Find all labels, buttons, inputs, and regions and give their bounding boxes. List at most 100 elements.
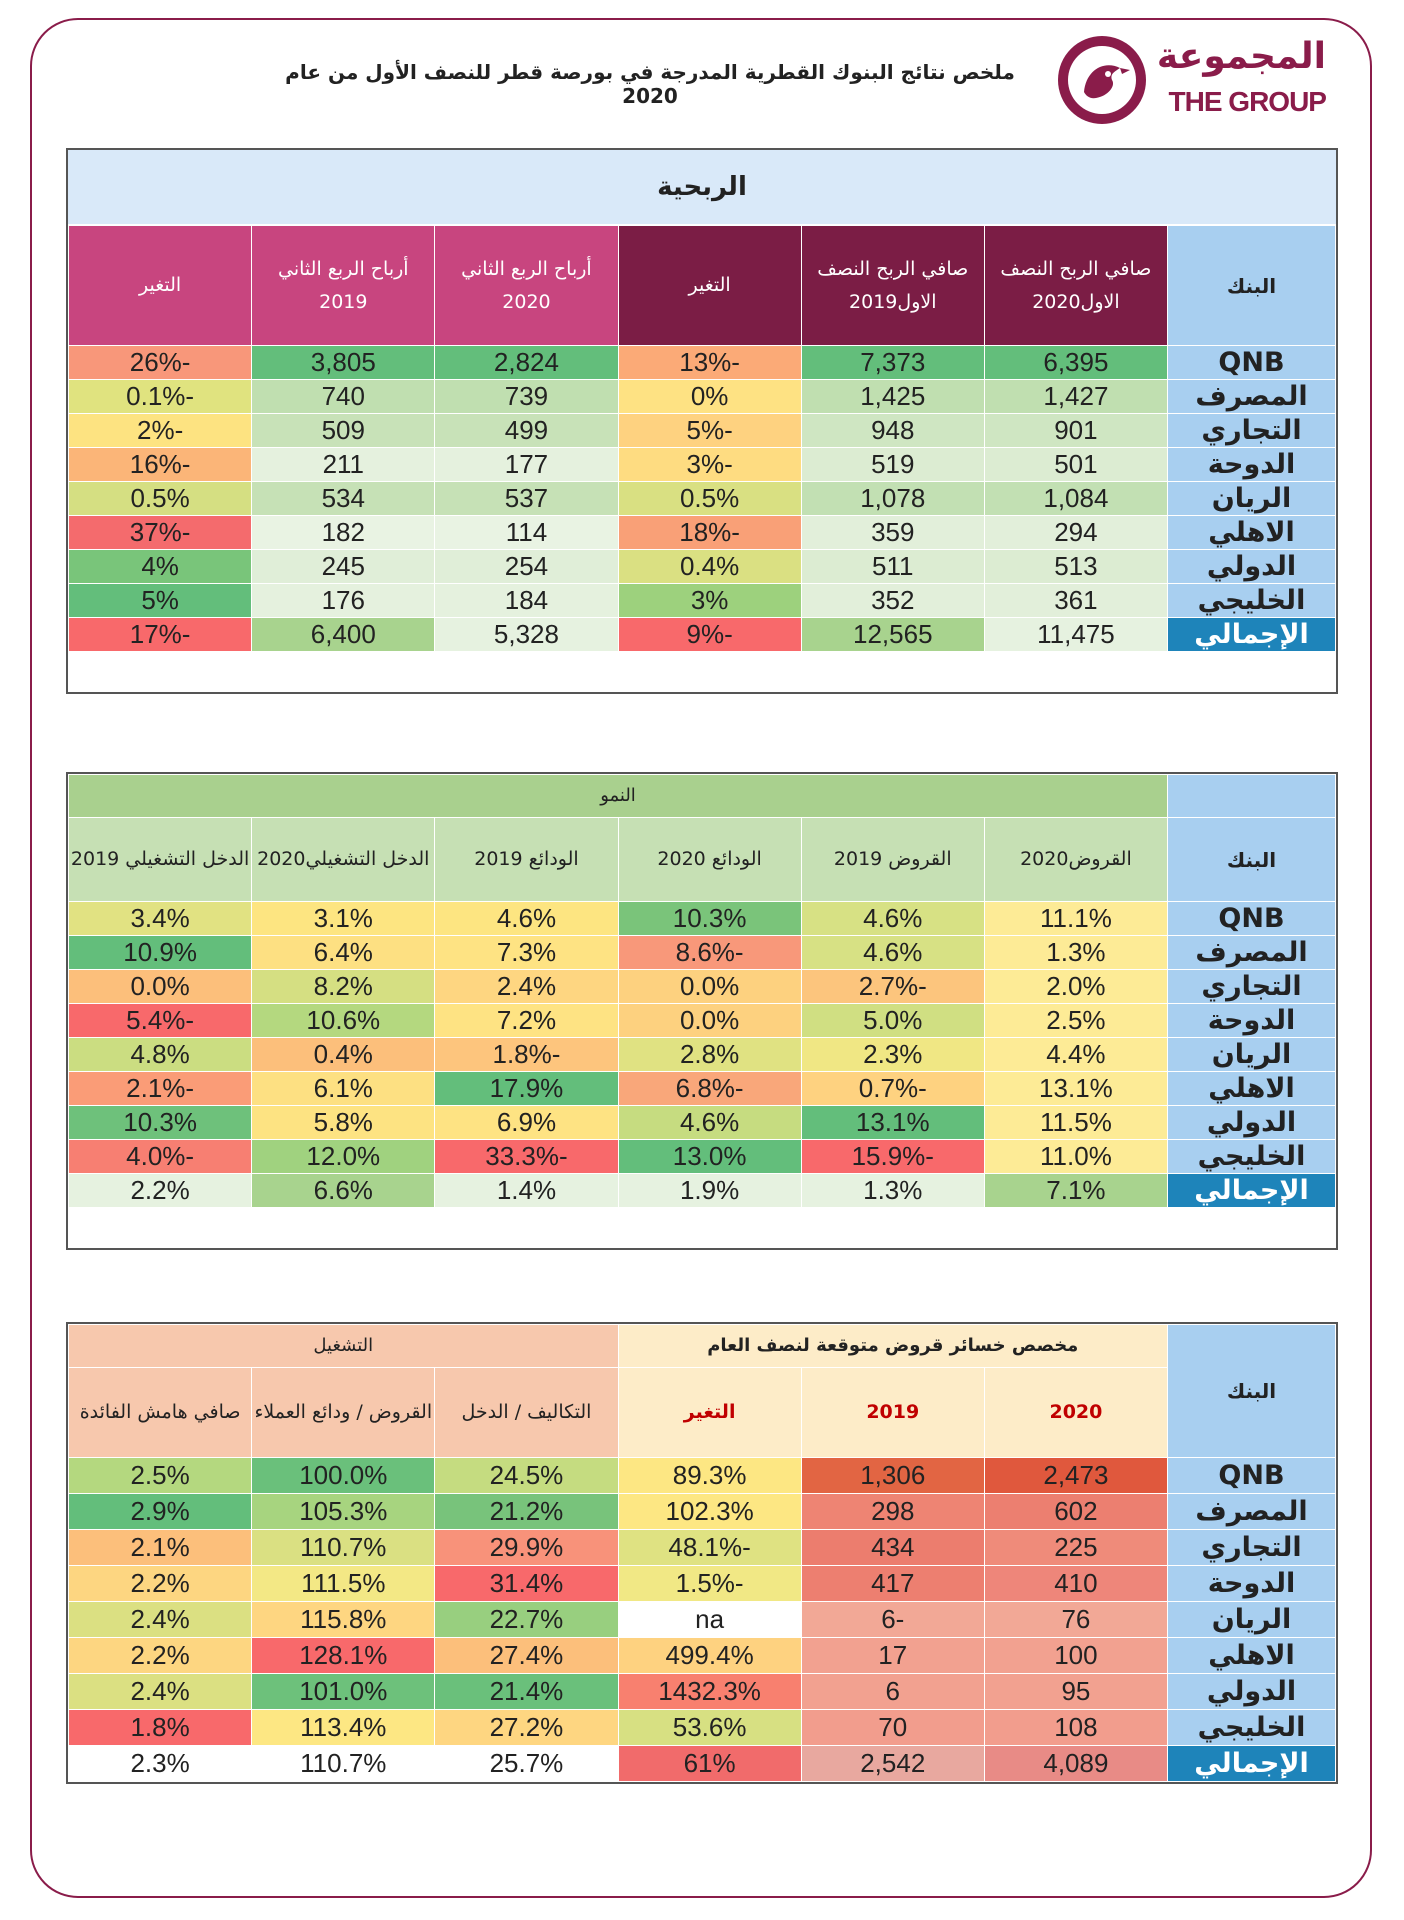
growth-header-bank: البنك (1167, 817, 1336, 902)
profit-value-cell: 3% (617, 583, 802, 618)
logo-arabic-text: المجموعة (1156, 36, 1326, 77)
growth-header-opincome-2020: الدخل التشغيلي2020 (251, 817, 436, 902)
growth-value-cell: 7.1% (983, 1173, 1169, 1208)
provisions-value-cell: -48.1% (617, 1529, 802, 1566)
provisions-value-cell: 6 (800, 1673, 985, 1710)
growth-value-cell: 13.0% (617, 1139, 802, 1174)
profit-value-cell: 184 (434, 583, 619, 618)
profit-bank-name: الدولي (1167, 549, 1336, 584)
profit-table-row: الخليجي 361 352 3% 184 176 5% (67, 583, 1336, 618)
growth-value-cell: 7.2% (434, 1003, 619, 1038)
profit-value-cell: 519 (800, 447, 985, 482)
profit-value-cell: 509 (251, 413, 436, 448)
provisions-value-cell: 25.7% (434, 1745, 619, 1782)
provisions-table-row: المصرف 602 298 102.3% 21.2% 105.3% 2.9% (67, 1493, 1336, 1530)
provisions-bank-name: التجاري (1167, 1529, 1336, 1566)
growth-value-cell: 6.1% (251, 1071, 436, 1106)
profit-value-cell: 7,373 (800, 345, 985, 380)
profit-table-row: الريان 1,084 1,078 0.5% 537 534 0.5% (67, 481, 1336, 516)
growth-value-cell: 8.2% (251, 969, 436, 1004)
profit-value-cell: 1,078 (800, 481, 985, 516)
growth-value-cell: -15.9% (800, 1139, 985, 1174)
growth-value-cell: 0.0% (67, 969, 253, 1004)
profit-table-row: التجاري 901 948 -5% 499 509 -2% (67, 413, 1336, 448)
provisions-value-cell: 2.2% (67, 1565, 253, 1602)
provisions-value-cell: 2.3% (67, 1745, 253, 1782)
provisions-value-cell: 1.8% (67, 1709, 253, 1746)
provisions-table-row: الريان 76 -6 na 22.7% 115.8% 2.4% (67, 1601, 1336, 1638)
growth-bank-name: QNB (1167, 901, 1336, 936)
profit-value-cell: 182 (251, 515, 436, 550)
profit-value-cell: 4% (67, 549, 253, 584)
provisions-value-cell: 108 (983, 1709, 1169, 1746)
profit-value-cell: 901 (983, 413, 1169, 448)
provisions-bank-name: الاهلي (1167, 1637, 1336, 1674)
growth-table-row: الخليجي 11.0% -15.9% 13.0% -33.3% 12.0% -4.0% (67, 1139, 1336, 1174)
growth-value-cell: 10.3% (617, 901, 802, 936)
growth-header-deposits-2019: الودائع 2019 (434, 817, 619, 902)
growth-value-cell: 1.9% (617, 1173, 802, 1208)
profit-value-cell: -2% (67, 413, 253, 448)
provisions-value-cell: 29.9% (434, 1529, 619, 1566)
provisions-value-cell: 115.8% (251, 1601, 436, 1638)
provisions-header-2020: 2020 (983, 1367, 1169, 1458)
profit-value-cell: 948 (800, 413, 985, 448)
profit-value-cell: 501 (983, 447, 1169, 482)
profit-table-row: الدوحة 501 519 -3% 177 211 -16% (67, 447, 1336, 482)
profit-value-cell: -37% (67, 515, 253, 550)
growth-bank-name: الدوحة (1167, 1003, 1336, 1038)
profit-value-cell: 5% (67, 583, 253, 618)
provisions-table-row: الدوحة 410 417 -1.5% 31.4% 111.5% 2.2% (67, 1565, 1336, 1602)
provisions-value-cell: 95 (983, 1673, 1169, 1710)
provisions-value-cell: 89.3% (617, 1457, 802, 1494)
profit-value-cell: 537 (434, 481, 619, 516)
profit-bank-name: المصرف (1167, 379, 1336, 414)
provisions-value-cell: -1.5% (617, 1565, 802, 1602)
profit-value-cell: 534 (251, 481, 436, 516)
growth-bank-name: الخليجي (1167, 1139, 1336, 1174)
operations-header-loans-deposits: القروض / ودائع العملاء (251, 1367, 436, 1458)
provisions-value-cell: 100.0% (251, 1457, 436, 1494)
growth-bank-name: الريان (1167, 1037, 1336, 1072)
growth-table-row: الريان 4.4% 2.3% 2.8% -1.8% 0.4% 4.8% (67, 1037, 1336, 1072)
provisions-value-cell: 2.1% (67, 1529, 253, 1566)
profit-table-row: المصرف 1,427 1,425 0% 739 740 -0.1% (67, 379, 1336, 414)
growth-value-cell: 6.4% (251, 935, 436, 970)
provisions-value-cell: -6 (800, 1601, 985, 1638)
provisions-bank-name: الدولي (1167, 1673, 1336, 1710)
provisions-value-cell: 105.3% (251, 1493, 436, 1530)
growth-value-cell: 0.0% (617, 1003, 802, 1038)
growth-value-cell: 1.3% (800, 1173, 985, 1208)
growth-table-row: الاهلي 13.1% -0.7% -6.8% 17.9% 6.1% -2.1% (67, 1071, 1336, 1106)
provisions-value-cell: 70 (800, 1709, 985, 1746)
provisions-group-title: مخصص خسائر قروض متوقعة لنصف العام (617, 1324, 1169, 1368)
profit-value-cell: 513 (983, 549, 1169, 584)
growth-value-cell: 10.3% (67, 1105, 253, 1140)
growth-value-cell: 3.4% (67, 901, 253, 936)
provisions-value-cell: 128.1% (251, 1637, 436, 1674)
growth-table-row: المصرف 1.3% 4.6% -8.6% 7.3% 6.4% 10.9% (67, 935, 1336, 970)
profit-value-cell: -0.1% (67, 379, 253, 414)
profit-value-cell: 740 (251, 379, 436, 414)
profit-header-q2-change: التغير (67, 225, 253, 346)
profit-value-cell: 1,084 (983, 481, 1169, 516)
profit-value-cell: 245 (251, 549, 436, 584)
provisions-value-cell: 111.5% (251, 1565, 436, 1602)
provisions-value-cell: 61% (617, 1745, 802, 1782)
profit-table-row: QNB 6,395 7,373 -13% 2,824 3,805 -26% (67, 345, 1336, 380)
provisions-value-cell: 110.7% (251, 1745, 436, 1782)
profit-value-cell: 511 (800, 549, 985, 584)
growth-value-cell: 12.0% (251, 1139, 436, 1174)
provisions-value-cell: 2.4% (67, 1601, 253, 1638)
provisions-value-cell: 24.5% (434, 1457, 619, 1494)
provisions-value-cell: 4,089 (983, 1745, 1169, 1782)
growth-value-cell: 4.6% (617, 1105, 802, 1140)
growth-table-row: الدوحة 2.5% 5.0% 0.0% 7.2% 10.6% -5.4% (67, 1003, 1336, 1038)
growth-section: النمو البنك القروض2020 القروض 2019 الودا… (66, 772, 1338, 1250)
profit-bank-name: الإجمالي (1167, 617, 1336, 652)
growth-table-row: التجاري 2.0% -2.7% 0.0% 2.4% 8.2% 0.0% (67, 969, 1336, 1004)
profit-value-cell: -9% (617, 617, 802, 652)
growth-value-cell: -8.6% (617, 935, 802, 970)
provisions-value-cell: 602 (983, 1493, 1169, 1530)
profit-value-cell: 11,475 (983, 617, 1169, 652)
